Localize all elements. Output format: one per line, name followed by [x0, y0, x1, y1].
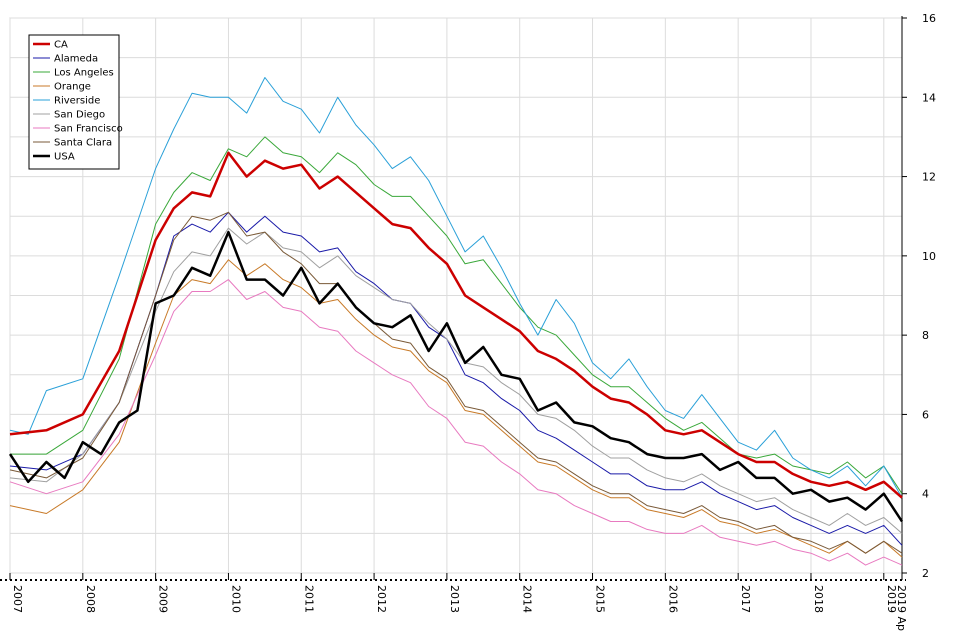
legend-label: San Diego — [54, 110, 105, 121]
grid-layer — [9, 17, 903, 574]
x-tick-label: 2018 — [812, 585, 825, 613]
legend-label: San Francisco — [54, 124, 123, 135]
legend: CA Alameda Los Angeles Orange Riverside San D… — [28, 34, 123, 170]
y-axis: 2 4 6 8 10 12 14 16 — [901, 12, 936, 580]
legend-box — [28, 34, 120, 170]
x-end-label: 2019 Apr — [895, 585, 908, 632]
legend-label: CA — [54, 40, 68, 51]
x-tick-label: 2016 — [666, 585, 679, 613]
legend-label: Orange — [54, 82, 91, 93]
y-tick-label: 2 — [922, 567, 929, 580]
series-line-san-diego — [9, 227, 903, 534]
series-line-alameda — [9, 211, 903, 546]
x-tick-label: 2015 — [594, 585, 607, 613]
series-line-los-angeles — [10, 136, 903, 494]
x-tick-label: 2019 — [885, 585, 898, 613]
series-line-santa-clara — [9, 211, 903, 554]
x-tick-label: 2007 — [11, 585, 24, 613]
series-line-ca — [9, 151, 903, 499]
y-tick-label: 16 — [922, 12, 936, 25]
y-tick-label: 12 — [922, 171, 936, 184]
y-tick-label: 8 — [922, 329, 929, 342]
x-tick-label: 2012 — [375, 585, 388, 613]
series-line-orange — [9, 259, 903, 558]
x-tick-label: 2009 — [157, 585, 170, 613]
series-lines — [8, 77, 904, 566]
legend-label: Los Angeles — [54, 68, 114, 79]
x-tick-label: 2010 — [229, 585, 242, 613]
x-tick-label: 2017 — [739, 585, 752, 613]
series-line-riverside — [9, 77, 903, 498]
legend-label: Alameda — [54, 54, 98, 65]
legend-label: Riverside — [54, 96, 100, 107]
y-tick-label: 10 — [922, 250, 936, 263]
y-tick-label: 4 — [922, 488, 929, 501]
x-tick-label: 2014 — [521, 585, 534, 613]
series-line-usa — [8, 230, 904, 523]
x-axis: 2007 2008 2009 2010 2011 2012 2013 2014 2015 2016… — [0, 573, 908, 632]
x-tick-label: 2011 — [302, 585, 315, 613]
y-tick-label: 14 — [922, 91, 936, 104]
x-tick-label: 2008 — [84, 585, 97, 613]
y-tick-label: 6 — [922, 408, 929, 421]
series-line-san-francisco — [9, 279, 903, 566]
legend-label: USA — [54, 152, 75, 163]
legend-label: Santa Clara — [54, 138, 112, 149]
x-tick-label: 2013 — [448, 585, 461, 613]
